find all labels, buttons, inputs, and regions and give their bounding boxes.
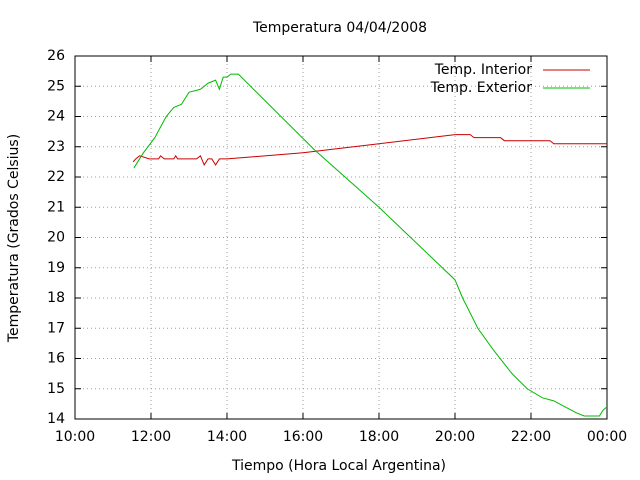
y-tick-label: 19 — [47, 260, 65, 276]
y-axis-label: Temperatura (Grados Celsius) — [6, 134, 22, 343]
x-tick-label: 20:00 — [435, 429, 475, 445]
y-tick-label: 26 — [47, 48, 65, 64]
x-tick-label: 22:00 — [511, 429, 551, 445]
y-tick-label: 23 — [47, 139, 65, 155]
y-tick-label: 22 — [47, 169, 65, 185]
x-tick-label: 18:00 — [359, 429, 399, 445]
y-tick-label: 21 — [47, 199, 65, 215]
y-tick-label: 18 — [47, 290, 65, 306]
y-tick-label: 24 — [47, 109, 65, 125]
x-tick-label: 12:00 — [131, 429, 171, 445]
chart-title: Temperatura 04/04/2008 — [252, 20, 427, 36]
series-line — [133, 73, 608, 417]
x-tick-label: 00:00 — [587, 429, 627, 445]
x-tick-label: 14:00 — [207, 429, 247, 445]
y-tick-label: 15 — [47, 381, 65, 397]
y-tick-label: 20 — [47, 230, 65, 246]
y-tick-label: 16 — [47, 351, 65, 367]
legend-label: Temp. Exterior — [430, 80, 533, 96]
y-tick-label: 17 — [47, 320, 65, 336]
plot-frame — [74, 55, 608, 420]
y-tick-label: 14 — [47, 411, 65, 427]
legend-label: Temp. Interior — [434, 62, 533, 78]
x-tick-label: 10:00 — [55, 429, 95, 445]
x-axis-label: Tiempo (Hora Local Argentina) — [231, 458, 446, 474]
y-tick-label: 25 — [47, 78, 65, 94]
series-line — [132, 134, 607, 166]
x-tick-label: 16:00 — [283, 429, 323, 445]
